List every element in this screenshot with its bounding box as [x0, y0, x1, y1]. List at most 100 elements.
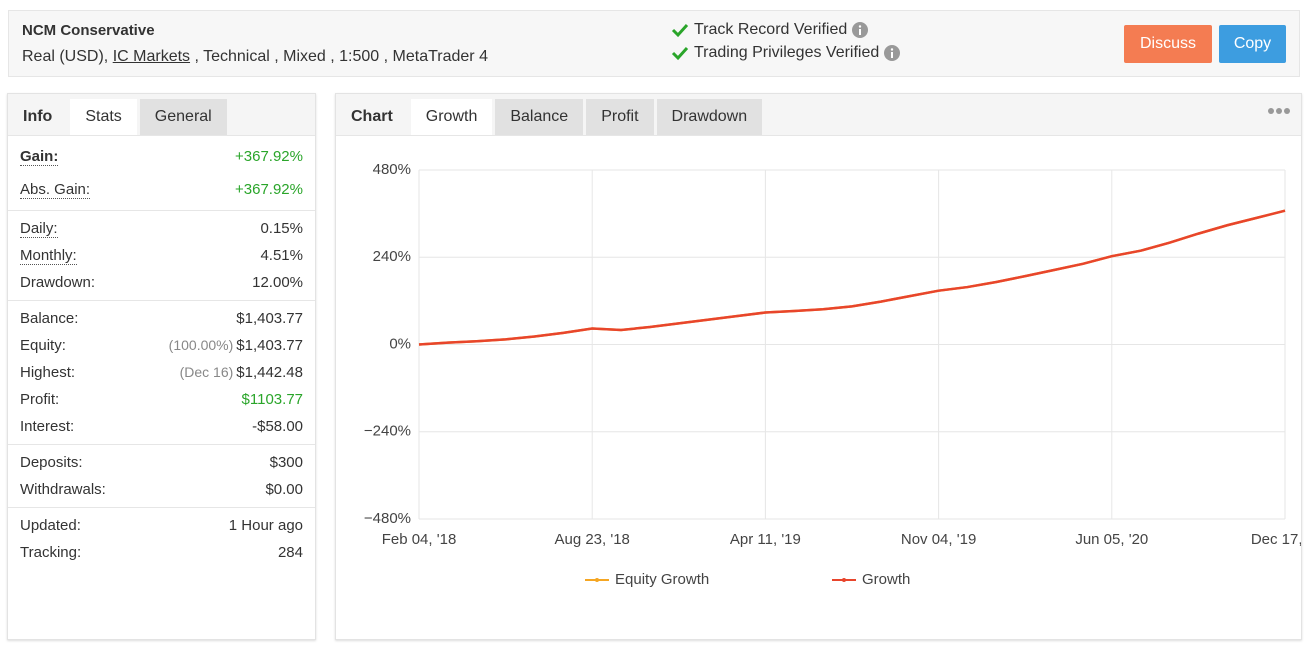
stat-label: Updated: — [20, 517, 81, 534]
series-line — [418, 209, 1286, 346]
tab[interactable]: Profit — [586, 99, 654, 135]
tab[interactable]: Stats — [70, 99, 137, 135]
stat-value-wrap: 4.51% — [260, 247, 303, 264]
y-tick-label: 480% — [373, 161, 411, 178]
tab[interactable]: Drawdown — [656, 99, 763, 135]
legend-marker — [842, 578, 846, 582]
verification: Track Record Verified — [671, 21, 869, 39]
stat-label: Daily: — [20, 219, 58, 238]
stat-value: 4.51% — [260, 247, 303, 264]
stats-row: Drawdown: 12.00% — [8, 269, 315, 296]
info-icon[interactable] — [852, 22, 869, 38]
discuss-button[interactable]: Discuss — [1124, 25, 1212, 63]
legend-label: Equity Growth — [615, 571, 709, 588]
stats-group: Deposits: $300 Withdrawals: $0.00 — [8, 445, 315, 508]
stat-label: Abs. Gain: — [20, 180, 91, 199]
stats-row: Tracking: 284 — [8, 539, 315, 566]
stat-value: 1 Hour ago — [228, 517, 303, 534]
stats-panel: Info Stats General Gain: +367.92% Abs. Gain:… — [7, 93, 316, 640]
stats-row: Balance: $1,403.77 — [8, 305, 315, 332]
stats-group: Gain: +367.92% Abs. Gain: +367.92% — [8, 136, 315, 211]
x-tick-label: Aug 23, '18 — [554, 531, 629, 548]
stat-value-wrap: +367.92% — [235, 181, 303, 198]
info-icon[interactable] — [884, 45, 901, 61]
copy-button[interactable]: Copy — [1219, 25, 1286, 63]
stat-label: Profit: — [20, 391, 60, 408]
verification-text: Trading Privileges Verified — [694, 44, 880, 61]
x-tick-label: Dec 17, ... — [1251, 531, 1301, 548]
stat-value: $1,403.77 — [236, 310, 303, 327]
stat-value: +367.92% — [235, 148, 303, 165]
stats-row: Equity: (100.00%) $1,403.77 — [8, 332, 315, 359]
x-tick-label: Nov 04, '19 — [901, 531, 976, 548]
stats-row: Monthly: 4.51% — [8, 242, 315, 269]
y-tick-label: −240% — [364, 423, 411, 440]
tab-bar: Chart Growth Balance Profit Drawdown — [336, 94, 1301, 136]
legend-label: Growth — [862, 571, 910, 588]
header: NCM Conservative Real (USD), IC Markets … — [8, 10, 1300, 77]
broker-link[interactable]: IC Markets — [112, 48, 191, 65]
legend-marker — [595, 578, 599, 582]
stat-value: $300 — [269, 454, 303, 471]
stat-label: Equity: — [20, 337, 66, 354]
stat-label: Interest: — [20, 418, 75, 435]
check-icon — [671, 23, 689, 38]
x-tick-label: Feb 04, '18 — [382, 531, 457, 548]
chart-panel: Chart Growth Balance Profit Drawdown 480% 240… — [335, 93, 1302, 640]
stat-value: $1,442.48 — [236, 364, 303, 381]
stat-label: Balance: — [20, 310, 79, 327]
stat-value-wrap: (100.00%) $1,403.77 — [169, 337, 303, 354]
stat-value: 12.00% — [252, 274, 303, 291]
stat-value-wrap: (Dec 16) $1,442.48 — [180, 364, 303, 381]
stat-value: 284 — [277, 544, 303, 561]
tab[interactable]: Balance — [495, 99, 584, 135]
stat-value: 0.15% — [260, 220, 303, 237]
stats-row: Deposits: $300 — [8, 449, 315, 476]
verification-text: Track Record Verified — [694, 21, 848, 38]
stats-row: Gain: +367.92% — [8, 140, 315, 173]
tab: Chart — [351, 108, 393, 125]
tab-bar: Info Stats General — [8, 94, 315, 136]
stats-row: Interest: -$58.00 — [8, 413, 315, 440]
stat-label: Withdrawals: — [20, 481, 106, 498]
title: NCM Conservative — [22, 22, 155, 39]
stats-row: Profit: $1103.77 — [8, 386, 315, 413]
stats-row: Abs. Gain: +367.92% — [8, 173, 315, 206]
stat-label: Highest: — [20, 364, 76, 381]
check-icon — [671, 46, 689, 61]
stats-row: Daily: 0.15% — [8, 215, 315, 242]
series-line — [418, 209, 1286, 346]
stat-note: (100.00%) — [168, 337, 234, 353]
stat-label: Deposits: — [20, 454, 83, 471]
stat-value: -$58.00 — [252, 418, 303, 435]
stats-row: Withdrawals: $0.00 — [8, 476, 315, 503]
stat-label: Drawdown: — [20, 274, 96, 291]
stat-label: Monthly: — [20, 246, 77, 265]
stat-note: (Dec 16) — [179, 364, 234, 380]
y-tick-label: 0% — [389, 335, 411, 352]
x-tick-label: Jun 05, '20 — [1075, 531, 1148, 548]
stat-label: Gain: — [20, 147, 59, 166]
stat-value-wrap: 1 Hour ago — [229, 517, 303, 534]
tab[interactable]: Info — [23, 108, 53, 125]
stats-list: Gain: +367.92% Abs. Gain: +367.92% Daily: 0.1… — [8, 136, 315, 570]
account-suffix: , Technical , Mixed , 1:500 , MetaTrader… — [194, 48, 488, 65]
tab[interactable]: Growth — [410, 99, 493, 135]
stats-group: Daily: 0.15% Monthly: 4.51% Drawdown: 12.00% — [8, 211, 315, 301]
stats-row: Updated: 1 Hour ago — [8, 512, 315, 539]
stats-row: Highest: (Dec 16) $1,442.48 — [8, 359, 315, 386]
stat-value-wrap: $300 — [270, 454, 303, 471]
stats-group: Balance: $1,403.77 Equity: (100.00%) $1,403.… — [8, 301, 315, 445]
stat-value: $0.00 — [265, 481, 303, 498]
more-menu[interactable] — [1267, 106, 1291, 116]
stats-group: Updated: 1 Hour ago Tracking: 284 — [8, 508, 315, 570]
x-tick-label: Apr 11, '19 — [730, 531, 801, 548]
account-prefix: Real (USD), — [22, 48, 109, 65]
tab[interactable]: General — [139, 99, 227, 135]
stat-value-wrap: +367.92% — [235, 148, 303, 165]
stat-label: Tracking: — [20, 544, 82, 561]
stat-value: $1103.77 — [241, 391, 303, 408]
account-info: Real (USD), IC Markets , Technical , Mix… — [22, 48, 488, 66]
stat-value: $1,403.77 — [236, 337, 303, 354]
